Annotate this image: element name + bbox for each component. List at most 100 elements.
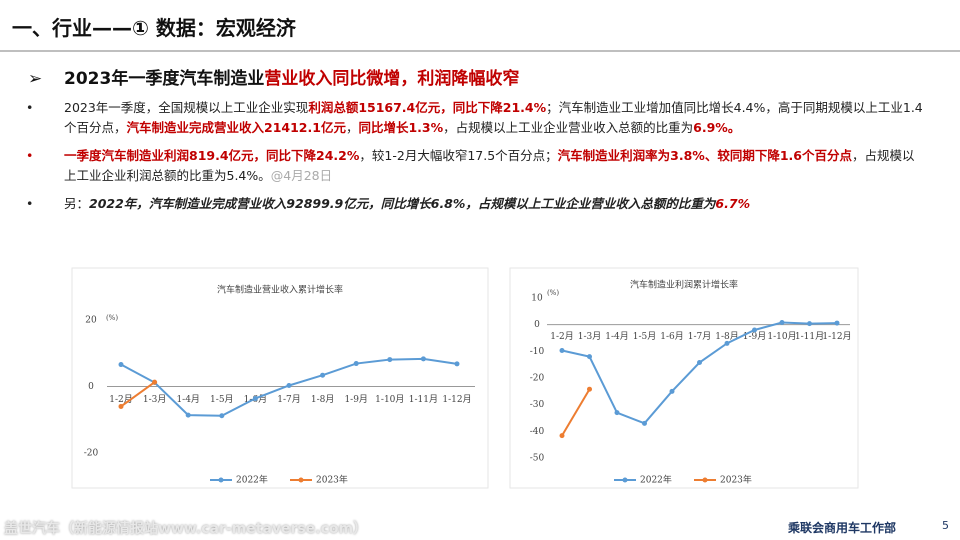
legend-dot [702, 477, 708, 483]
y-tick-label: 20 [85, 316, 97, 326]
bullet: 一季度汽车制造业利润819.4亿元，同比下降24.2%，较1-2月大幅收窄17.… [26, 146, 926, 186]
y-tick-label: 0 [534, 320, 540, 330]
series-line [120, 381, 156, 408]
legend-dot [218, 477, 224, 483]
legend-label: 2023年 [720, 474, 752, 486]
text-run: ，占规模以上工业企业营业收入总额的比重为 [443, 120, 694, 135]
x-tick-label: 1-11月 [795, 331, 824, 342]
x-tick-label: 1-10月 [767, 331, 796, 342]
data-point [559, 433, 565, 439]
data-point [669, 388, 675, 394]
y-tick-label: 10 [531, 294, 543, 304]
text-run: 一季度汽车制造业利润819.4亿元，同比下降24.2% [64, 148, 360, 163]
text-run: 2023年一季度汽车制造业 [64, 69, 265, 89]
page-number: 5 [942, 519, 949, 532]
text-run: 2023年一季度，全国规模以上工业企业实现 [64, 100, 309, 115]
y-tick-label: -50 [530, 454, 545, 464]
text-run: ， [345, 120, 359, 135]
text-run: 6.7% [715, 196, 751, 211]
data-point [724, 340, 730, 346]
data-point [807, 321, 812, 327]
legend-label: 2022年 [236, 474, 268, 486]
x-tick-label: 1-3月 [578, 331, 602, 342]
footer-org: 乘联会商用车工作部 [788, 521, 897, 535]
title-rule [0, 50, 960, 52]
data-point [286, 383, 292, 389]
data-point [320, 372, 326, 378]
y-tick-label: -10 [530, 347, 545, 357]
y-axis-label: (%) [106, 314, 118, 322]
x-tick-label: 1-9月 [344, 394, 368, 405]
x-tick-label: 1-7月 [277, 394, 301, 405]
bullet: 2023年一季度，全国规模以上工业企业实现利润总额15167.4亿元，同比下降2… [26, 98, 926, 138]
data-point [387, 357, 393, 363]
text-run: 汽车制造业完成营业收入21412.1亿元 [126, 120, 346, 135]
data-point [353, 361, 359, 367]
data-point [118, 362, 124, 368]
bullets: 2023年一季度，全国规模以上工业企业实现利润总额15167.4亿元，同比下降2… [26, 98, 926, 222]
text-run: ；汽车制造业工业增加值同比增长4.4%，高于同期规模以上工业1.4个百分点， [64, 100, 923, 135]
legend-dot [298, 477, 304, 483]
text-run: ，占规模以上工业企业利润总额的比重为5.4%。 [64, 148, 915, 183]
data-point [779, 320, 785, 326]
subheading: ➢ 2023年一季度汽车制造业营业收入同比微增，利润降幅收窄 [28, 69, 520, 89]
series-line [561, 388, 591, 437]
x-tick-label: 1-12月 [442, 394, 471, 405]
x-tick-label: 1-11月 [409, 394, 438, 405]
legend-label: 2022年 [640, 474, 672, 486]
y-tick-label: -20 [84, 449, 99, 459]
x-tick-label: 1-5月 [210, 394, 234, 405]
y-axis-label: (%) [547, 289, 559, 297]
x-tick-label: 1-6月 [660, 331, 684, 342]
chart-title: 汽车制造业利润累计增长率 [630, 279, 738, 291]
chart-frame [71, 267, 489, 489]
data-point [454, 361, 460, 367]
y-tick-label: -20 [530, 374, 545, 384]
y-tick-label: -40 [530, 427, 545, 437]
x-tick-label: 1-12月 [822, 331, 851, 342]
text-run: 同比增长1.3% [358, 120, 444, 135]
x-tick-label: 1-10月 [375, 394, 404, 405]
text-run: 利润总额15167.4亿元，同比下降21.4% [308, 100, 547, 115]
slide-title: 一、行业——① 数据：宏观经济 [12, 16, 296, 40]
legend-dot [622, 477, 628, 483]
data-point [118, 403, 124, 409]
legend-label: 2023年 [316, 474, 348, 486]
data-point [752, 327, 757, 333]
text-run: 2022年，汽车制造业完成营业收入92899.9亿元，同比增长6.8%，占规模以… [89, 196, 716, 211]
data-point [697, 360, 702, 366]
data-point [559, 348, 565, 354]
data-point [834, 320, 840, 326]
x-tick-label: 1-4月 [176, 394, 200, 405]
data-point [642, 420, 647, 426]
x-tick-label: 1-9月 [743, 331, 767, 342]
x-tick-label: 1-2月 [550, 331, 574, 342]
x-tick-label: 1-8月 [715, 331, 739, 342]
data-point [185, 412, 191, 418]
text-run: @4月28日 [270, 168, 333, 183]
data-point [420, 356, 426, 362]
x-tick-label: 1-2月 [109, 394, 133, 405]
data-point [614, 410, 620, 416]
data-point [587, 354, 592, 360]
x-tick-label: 1-3月 [143, 394, 167, 405]
text-run: 营业收入同比微增，利润降幅收窄 [264, 69, 520, 89]
data-point [587, 386, 592, 392]
watermark: 盖世汽车（新能源情报站www.car-metaverse.com） [4, 521, 368, 537]
x-tick-label: 1-7月 [688, 331, 712, 342]
x-tick-label: 1-8月 [311, 394, 335, 405]
bullet: 另：2022年，汽车制造业完成营业收入92899.9亿元，同比增长6.8%，占规… [26, 194, 926, 214]
text-run: ，较1-2月大幅收窄17.5个百分点； [359, 148, 558, 163]
text-run: 另： [64, 196, 90, 211]
chart-title: 汽车制造业营业收入累计增长率 [217, 284, 343, 296]
y-tick-label: 0 [88, 382, 94, 392]
x-tick-label: 1-4月 [605, 331, 629, 342]
data-point [252, 395, 258, 401]
text-run: 6.9%。 [693, 120, 741, 135]
x-tick-label: 1-5月 [633, 331, 657, 342]
data-point [152, 379, 158, 385]
text-run: 汽车制造业利润率为3.8%、较同期下降1.6个百分点 [557, 148, 852, 163]
y-tick-label: -30 [530, 400, 545, 410]
